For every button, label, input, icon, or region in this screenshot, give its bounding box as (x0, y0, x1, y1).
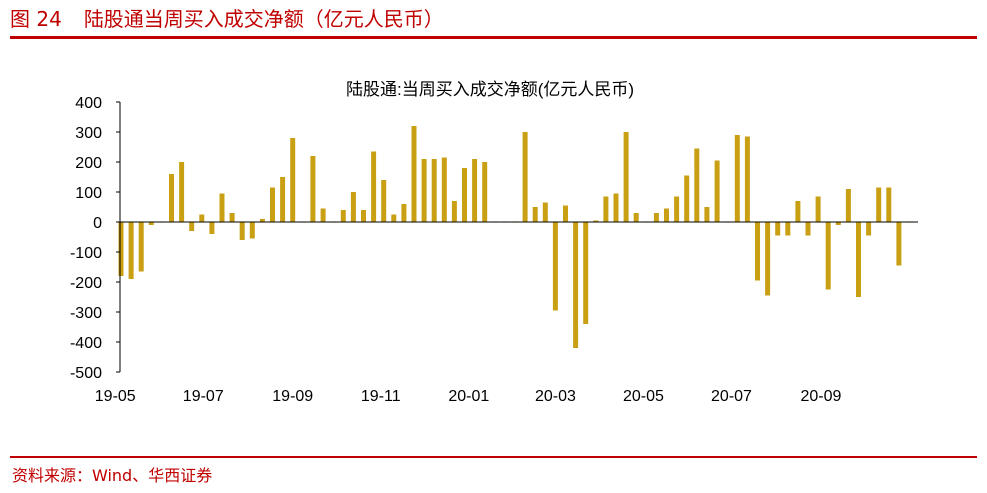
bar (401, 204, 407, 222)
bar (128, 222, 134, 279)
bar (340, 210, 346, 222)
bar (795, 201, 801, 222)
bar (805, 222, 811, 236)
x-tick-label: 19-09 (272, 388, 313, 405)
y-tick-label: -200 (70, 275, 102, 292)
bar (270, 187, 275, 222)
bar (856, 222, 861, 297)
bar (239, 222, 245, 240)
x-tick-label: 19-11 (361, 388, 401, 405)
bar (775, 222, 781, 236)
bar (451, 201, 457, 222)
bar (876, 187, 882, 222)
bar (694, 148, 700, 222)
y-tick-label: -300 (70, 305, 102, 322)
y-tick-label: 300 (75, 125, 102, 142)
figure-header: 图 24 陆股通当周买入成交净额（亿元人民币） (10, 4, 444, 34)
bar (138, 222, 144, 272)
bar (704, 207, 710, 222)
header-rule (10, 36, 977, 39)
bar (573, 222, 579, 348)
bar (613, 193, 619, 222)
bar (552, 222, 558, 311)
bar (431, 159, 437, 222)
bar (310, 156, 316, 222)
y-tick-label: 0 (93, 215, 102, 232)
chart-axes: 400 300 200 100 0 -100 -200 -300 -400 -500 19-05 19… (70, 95, 918, 405)
bar (462, 168, 467, 222)
bar (674, 196, 680, 222)
bar (603, 196, 609, 222)
bar (361, 210, 366, 222)
bar (320, 208, 326, 222)
bar (532, 207, 538, 222)
bar (179, 162, 185, 222)
bar (249, 222, 255, 239)
bar (684, 175, 690, 222)
bar (815, 196, 821, 222)
bar (896, 222, 902, 266)
x-tick-label: 20-03 (535, 388, 576, 405)
bar (734, 135, 740, 222)
bar (563, 205, 568, 222)
bar (118, 222, 124, 276)
bar (583, 222, 589, 324)
bar (371, 151, 377, 222)
bar (169, 174, 174, 222)
bar (886, 187, 892, 222)
figure-title: 陆股通当周买入成交净额（亿元人民币） (83, 7, 444, 31)
bar (765, 222, 771, 296)
bar (290, 138, 296, 222)
bar (835, 222, 841, 225)
x-tick-label: 19-07 (183, 388, 224, 405)
y-tick-label: 100 (75, 185, 102, 202)
bar (472, 159, 478, 222)
bar (785, 222, 791, 236)
bar (542, 202, 548, 222)
x-tick-label: 20-07 (711, 388, 752, 405)
y-tick-label: 400 (75, 95, 102, 112)
x-tick-label: 20-01 (448, 388, 489, 405)
y-tick-label: 200 (75, 155, 102, 172)
bar-series (118, 126, 912, 348)
bar (866, 222, 872, 236)
y-tick-label: -100 (70, 245, 102, 262)
x-tick-label: 20-09 (801, 388, 842, 405)
bar (148, 222, 154, 225)
bar (391, 214, 397, 222)
bar (633, 213, 639, 222)
bar (623, 132, 629, 222)
bar (411, 126, 417, 222)
figure-number: 图 24 (10, 7, 62, 31)
bar (441, 157, 447, 222)
y-tick-label: -400 (70, 335, 102, 352)
x-tick-label: 19-05 (95, 388, 136, 405)
bar (522, 132, 528, 222)
bar (664, 208, 669, 222)
bar (825, 222, 831, 290)
bar (350, 192, 356, 222)
bar (209, 222, 215, 234)
bar (744, 136, 750, 222)
bar (714, 160, 720, 222)
source-note: 资料来源：Wind、华西证券 (12, 466, 213, 485)
bar (219, 193, 225, 222)
bar (653, 213, 659, 222)
bar (189, 222, 195, 231)
bar (381, 180, 387, 222)
bar (229, 213, 235, 222)
bar (259, 219, 265, 222)
y-tick-label: -500 (70, 365, 102, 382)
bar (593, 220, 599, 222)
bar (280, 177, 286, 222)
footer-rule (10, 456, 977, 458)
bar (482, 162, 488, 222)
bar (845, 189, 851, 222)
bar (421, 159, 427, 222)
chart-title: 陆股通:当周买入成交净额(亿元人民币) (346, 80, 634, 99)
bar (755, 222, 760, 281)
x-tick-label: 20-05 (623, 388, 664, 405)
bar (199, 214, 205, 222)
